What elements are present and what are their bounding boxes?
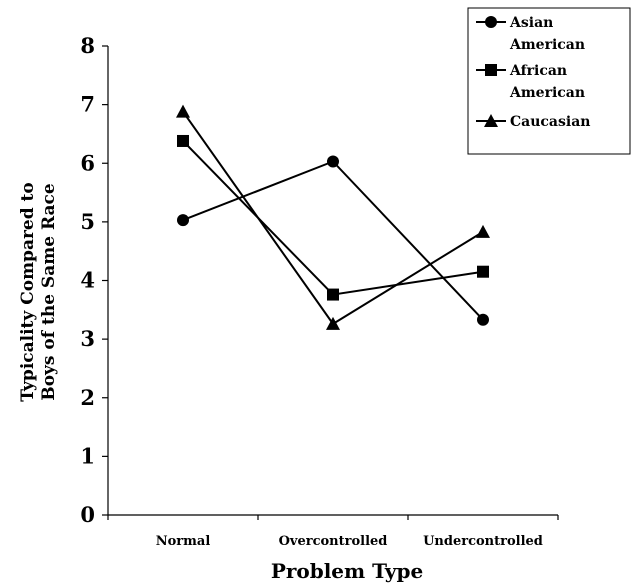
series-group [176,104,490,330]
series-circle [177,155,489,326]
data-point [477,265,489,278]
data-point [177,134,189,147]
series-triangle [176,104,490,330]
y-tick-label: 2 [80,385,95,410]
legend-label: African [509,63,567,79]
legend-item: African American [476,63,585,101]
y-tick-label: 6 [80,150,95,175]
data-point [327,288,339,301]
data-point [327,155,339,168]
x-tick-label: Undercontrolled [423,534,543,549]
x-axis-ticks: Normal Overcontrolled Undercontrolled [107,515,559,549]
y-tick-label: 0 [80,502,95,527]
data-point [476,224,490,238]
y-tick-label: 8 [80,33,95,58]
legend-label: Caucasian [510,114,590,130]
y-axis-ticks: 0 1 2 3 4 5 6 7 8 [80,33,108,527]
legend-label: Asian [509,15,553,31]
data-point [177,214,189,227]
data-point [176,104,190,118]
legend-marker [484,114,498,127]
y-tick-label: 7 [80,92,95,117]
y-tick-label: 3 [80,326,95,351]
legend-marker [485,16,497,28]
x-tick-label: Normal [156,534,211,549]
x-axis-label: Problem Type [271,559,423,583]
y-tick-label: 4 [80,268,95,293]
y-tick-label: 1 [80,443,95,468]
data-point [477,313,489,326]
legend-box [467,7,631,155]
legend-label: American [509,37,585,53]
y-tick-label: 5 [80,209,95,234]
legend: Asian American African American Caucasian [467,7,631,155]
x-tick-label: Overcontrolled [279,534,388,549]
series-square [177,134,489,301]
legend-item: Caucasian [476,114,590,130]
y-axis-label-line-1: Typicality Compared to [18,182,38,401]
legend-item: Asian American [476,15,585,53]
y-axis-label-line-2: Boys of the Same Race [39,183,59,400]
legend-marker [485,64,497,76]
data-point [326,316,340,330]
legend-label: American [509,85,585,101]
